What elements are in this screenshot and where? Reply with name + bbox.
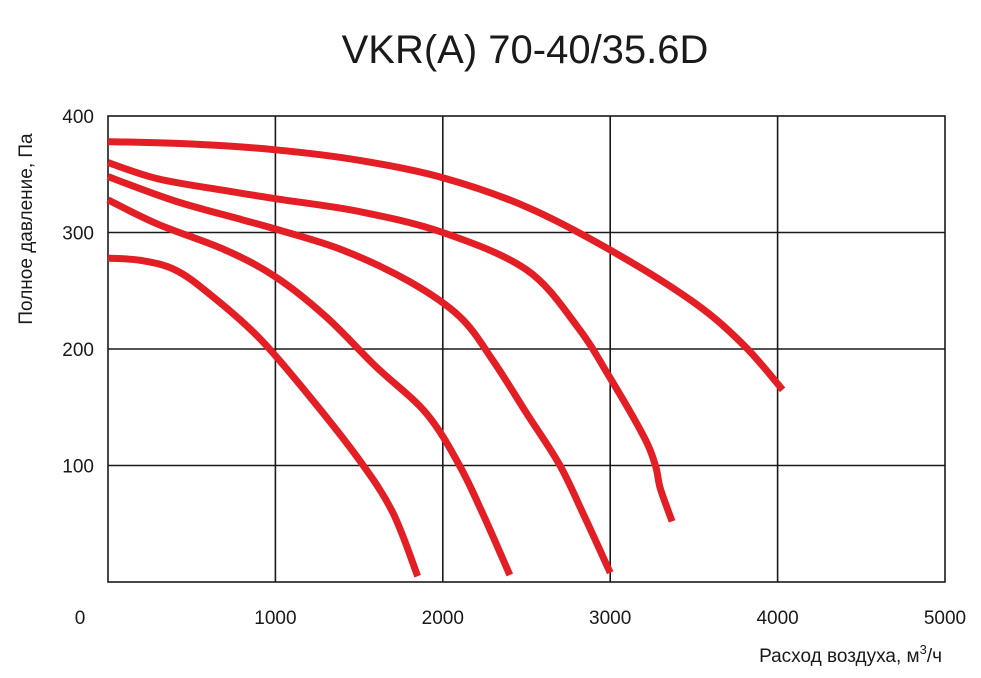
plot-frame bbox=[107, 115, 946, 583]
y-tick-label-1: 200 bbox=[62, 340, 94, 361]
y-tick-label-2: 300 bbox=[62, 224, 94, 245]
y-tick-label-3: 400 bbox=[62, 107, 94, 128]
x-axis-label-sup: 3 bbox=[920, 642, 927, 657]
curve-5 bbox=[107, 254, 421, 578]
grid bbox=[108, 116, 945, 582]
curve-1 bbox=[107, 138, 786, 393]
y-axis-label: Полное давление, Па bbox=[16, 133, 37, 325]
curve-3 bbox=[106, 173, 614, 575]
curve-4 bbox=[106, 196, 514, 577]
x-tick-label-0: 0 bbox=[75, 608, 86, 629]
y-tick-label-0: 100 bbox=[62, 457, 94, 478]
x-tick-label-1: 1000 bbox=[254, 608, 296, 629]
x-axis-label-main: Расход воздуха, м bbox=[759, 646, 920, 667]
x-tick-label-2: 2000 bbox=[422, 608, 464, 629]
x-tick-label-4: 4000 bbox=[756, 608, 798, 629]
curve-2 bbox=[106, 159, 676, 523]
x-tick-label-5: 5000 bbox=[924, 608, 966, 629]
curves bbox=[106, 138, 786, 578]
tick-labels: 0 1000 2000 3000 4000 5000 100 200 300 400 bbox=[62, 107, 966, 629]
x-tick-label-3: 3000 bbox=[589, 608, 631, 629]
x-axis-label-tail: /ч bbox=[927, 646, 942, 667]
chart-title: VKR(A) 70-40/35.6D bbox=[342, 28, 709, 72]
x-axis-label: Расход воздуха, м3/ч bbox=[759, 642, 942, 667]
